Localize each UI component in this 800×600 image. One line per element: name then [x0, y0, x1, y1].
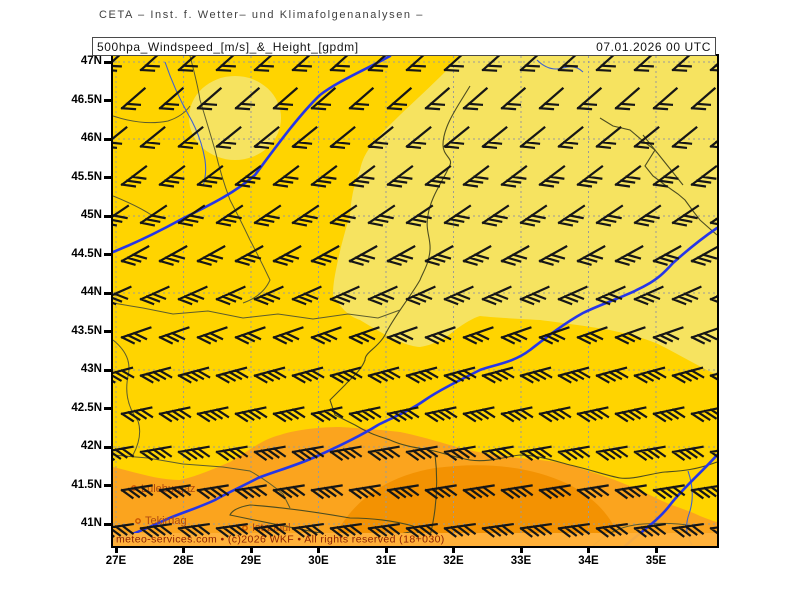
- lat-label: 45N: [80, 209, 102, 221]
- height-contour: [113, 56, 392, 254]
- lon-label: 32E: [443, 555, 464, 567]
- map-layers: LuleburgazTekirdagIstanbulmeteo-services…: [113, 56, 717, 546]
- lat-tick: [104, 291, 113, 295]
- title-bar: 500hpa_Windspeed_[m/s]_&_Height_[gpdm] 0…: [92, 37, 716, 56]
- border-line: [113, 195, 154, 217]
- wind-barb-row: [120, 406, 717, 423]
- wind-barb-row: [113, 285, 717, 306]
- lat-tick: [104, 368, 113, 372]
- lat-label: 46.5N: [71, 93, 102, 106]
- lon-label: 27E: [105, 555, 127, 567]
- wind-barb-row: [113, 366, 717, 384]
- river-line: [536, 59, 584, 73]
- institute-header: CETA – Inst. f. Wetter– und Klimafolgena…: [99, 9, 425, 21]
- border-line: [113, 105, 191, 124]
- lat-label: 45.5N: [71, 170, 102, 183]
- lon-label: 30E: [308, 555, 329, 567]
- city-dot: [242, 525, 248, 531]
- map-datetime: 07.01.2026 00 UTC: [596, 39, 711, 54]
- lon-label: 34E: [578, 555, 599, 567]
- lat-label: 42N: [80, 440, 102, 452]
- map-canvas: LuleburgazTekirdagIstanbulmeteo-services…: [113, 56, 717, 546]
- lat-label: 44N: [80, 286, 102, 298]
- lon-tick: [182, 546, 185, 553]
- lat-tick: [104, 407, 113, 410]
- lon-label: 28E: [173, 555, 194, 567]
- lat-label: 43.5N: [71, 324, 102, 337]
- lon-tick: [384, 546, 388, 553]
- lat-tick: [104, 60, 113, 64]
- lat-tick: [104, 253, 113, 256]
- lat-label: 47N: [80, 55, 102, 67]
- wind-barb-row: [120, 326, 717, 345]
- lat-label: 41N: [80, 517, 102, 529]
- lon-tick: [587, 546, 590, 553]
- wind-barb-row: [120, 484, 717, 500]
- wind-barb-row: [113, 522, 717, 538]
- lon-label: 35E: [645, 555, 667, 567]
- wind-barb-row: [113, 445, 717, 462]
- lon-tick: [654, 546, 658, 553]
- lat-tick: [104, 176, 113, 179]
- river-line: [164, 61, 207, 187]
- lon-tick: [452, 546, 455, 553]
- wind-barbs-layer: [113, 56, 717, 538]
- lat-label: 43N: [80, 363, 102, 375]
- lon-tick: [519, 546, 523, 553]
- border-line: [113, 302, 401, 320]
- map-title: 500hpa_Windspeed_[m/s]_&_Height_[gpdm]: [97, 39, 359, 54]
- watermark-text: meteo-services.com • (c)2026 WKF • All r…: [116, 534, 445, 546]
- wind-barb-row: [120, 86, 717, 111]
- wind-barb-row: [120, 164, 717, 188]
- lat-tick: [104, 484, 113, 487]
- coastline: [429, 453, 438, 537]
- border-line: [113, 339, 141, 456]
- wind-barb-row: [120, 245, 717, 266]
- wind-barb-row: [113, 204, 717, 227]
- lat-tick: [104, 445, 113, 449]
- lon-tick: [317, 546, 320, 553]
- city-dot: [135, 518, 141, 524]
- lat-label: 44.5N: [71, 247, 102, 260]
- lat-tick: [104, 137, 113, 141]
- wind-barb-row: [113, 125, 717, 150]
- lon-label: 33E: [510, 555, 532, 567]
- lon-label: 31E: [375, 555, 397, 567]
- wind-barb-row: [113, 56, 717, 72]
- lat-label: 42.5N: [71, 401, 102, 414]
- height-contour: [113, 226, 717, 543]
- lat-tick: [104, 214, 113, 218]
- windspeed-fill-deep-orange: [330, 465, 622, 546]
- lat-tick: [104, 330, 113, 333]
- lon-tick: [249, 546, 253, 553]
- lat-label: 41.5N: [71, 478, 102, 491]
- coastline: [329, 85, 717, 479]
- border-line: [189, 56, 271, 304]
- lat-tick: [104, 522, 113, 526]
- lon-tick: [114, 546, 118, 553]
- city-label: Tekirdag: [145, 515, 187, 527]
- lon-label: 29E: [240, 555, 262, 567]
- lat-tick: [104, 99, 113, 102]
- lat-label: 46N: [80, 132, 102, 144]
